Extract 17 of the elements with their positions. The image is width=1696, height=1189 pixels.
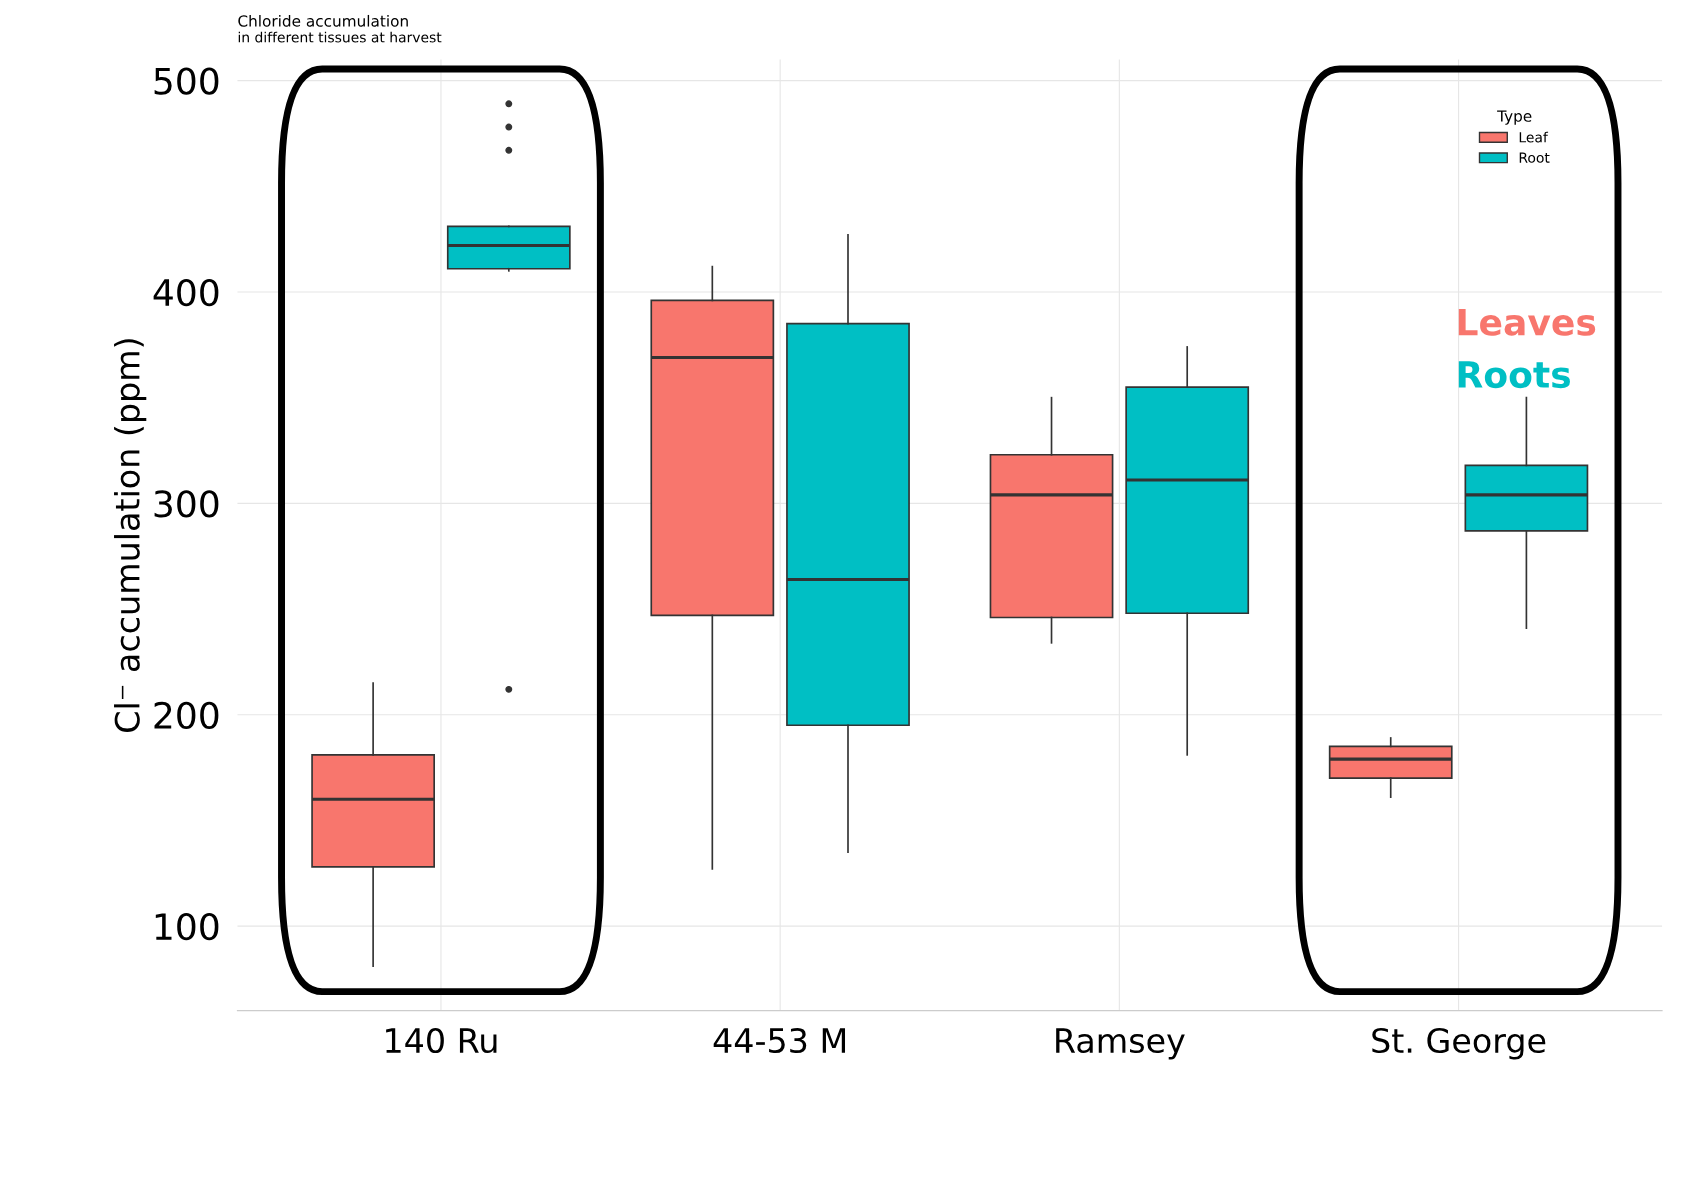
y-tick-label: 300 xyxy=(154,490,219,518)
x-tick-label: St. George xyxy=(1372,1027,1546,1060)
chart-title: Chloride accumulation xyxy=(238,14,408,27)
x-tick-label: Ramsey xyxy=(1056,1028,1185,1060)
y-axis-title: Cl⁻ accumulation (ppm) xyxy=(114,339,147,732)
x-tick-label: 140 Ru xyxy=(386,1027,497,1054)
legend-label: Root xyxy=(1519,152,1550,163)
chart-subtitle: in different tissues at harvest xyxy=(238,31,442,43)
y-tick-label: 500 xyxy=(154,67,219,95)
x-tick-label: 44-53 M xyxy=(713,1027,846,1054)
legend-label: Leaf xyxy=(1519,131,1549,143)
y-tick-label: 100 xyxy=(155,913,219,941)
legend-title: Type xyxy=(1497,110,1532,125)
y-tick-label: 200 xyxy=(154,701,219,729)
annotation: Leaves xyxy=(1458,308,1596,336)
annotation: Roots xyxy=(1458,361,1570,389)
y-tick-label: 400 xyxy=(153,278,219,307)
